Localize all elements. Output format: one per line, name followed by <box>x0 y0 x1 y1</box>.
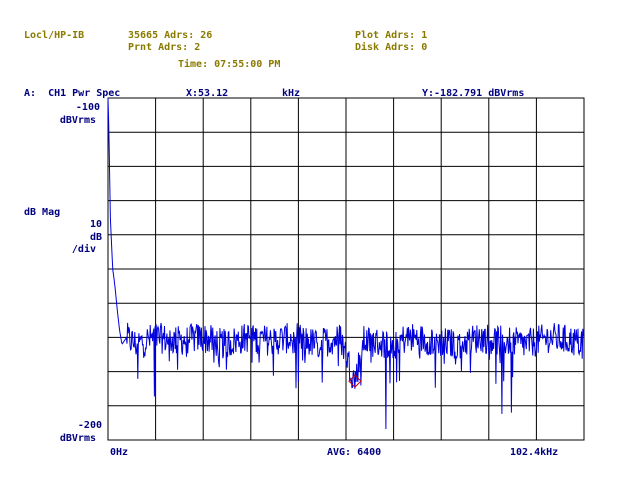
instrument-address: 35665 Adrs: 26 <box>128 30 213 41</box>
plot-grid <box>108 98 584 440</box>
y-per-div-unit: dB <box>89 232 102 243</box>
y-bottom-unit: dBVrms <box>59 433 96 444</box>
y-top-value: -100 <box>75 102 100 113</box>
marker-diamond <box>348 374 362 388</box>
y-per-div-value: 10 <box>89 219 102 230</box>
disk-address: Disk Adrs: 0 <box>355 42 428 53</box>
y-top-unit: dBVrms <box>59 115 96 126</box>
x-readout: X:53.12 <box>186 88 229 99</box>
averaging-label: AVG: 6400 <box>327 447 382 458</box>
plot-address: Plot Adrs: 1 <box>355 30 428 41</box>
y-per-div-suffix: /div <box>71 244 96 255</box>
y-bottom-value: -200 <box>77 420 102 431</box>
x-end-label: 102.4kHz <box>510 447 559 458</box>
print-address: Prnt Adrs: 2 <box>128 42 201 53</box>
trace-line <box>107 97 585 430</box>
x-unit: kHz <box>282 88 301 99</box>
y-readout: Y:-182.791 dBVrms <box>422 88 525 99</box>
trace-label: A: CH1 Pwr Spec <box>24 88 121 99</box>
x-start-label: 0Hz <box>110 447 129 458</box>
y-scale-label: dB Mag <box>24 207 61 218</box>
time-readout: Time: 07:55:00 PM <box>178 59 281 70</box>
interface-label: Locl/HP-IB <box>24 30 85 41</box>
